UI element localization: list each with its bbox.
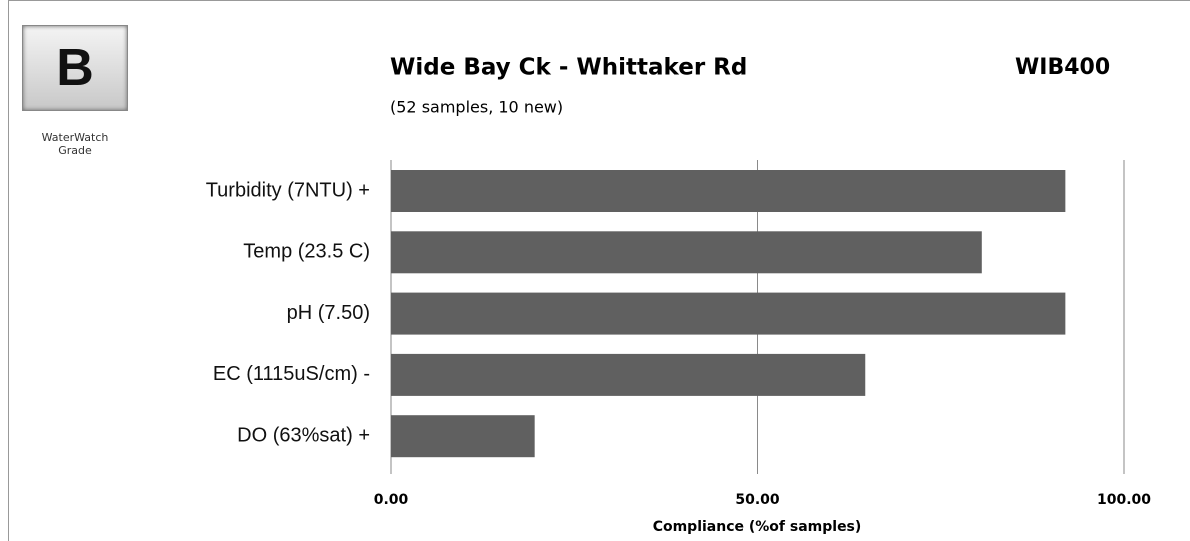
- x-tick-label: 0.00: [374, 492, 409, 508]
- y-tick-label: Turbidity (7NTU) +: [206, 179, 370, 201]
- y-tick-label: pH (7.50): [287, 302, 370, 324]
- bar: [391, 292, 1066, 335]
- y-tick-label: DO (63%sat) +: [237, 424, 370, 446]
- bar: [391, 353, 866, 396]
- x-tick-label: 50.00: [735, 492, 780, 508]
- subtitle: (52 samples, 10 new): [390, 98, 563, 117]
- bar: [391, 231, 982, 274]
- x-axis-label: Compliance (%of samples): [653, 519, 862, 535]
- grade-badge: B: [22, 25, 128, 111]
- bar: [391, 170, 1066, 212]
- site-code: WIB400: [1015, 55, 1110, 80]
- y-tick-label: EC (1115uS/cm) -: [213, 363, 370, 385]
- bar: [391, 415, 535, 458]
- chart-title: Wide Bay Ck - Whittaker Rd: [390, 55, 747, 81]
- grade-label: WaterWatch Grade: [41, 131, 109, 157]
- y-tick-label: Temp (23.5 C): [243, 241, 370, 263]
- x-tick-label: 100.00: [1097, 492, 1151, 508]
